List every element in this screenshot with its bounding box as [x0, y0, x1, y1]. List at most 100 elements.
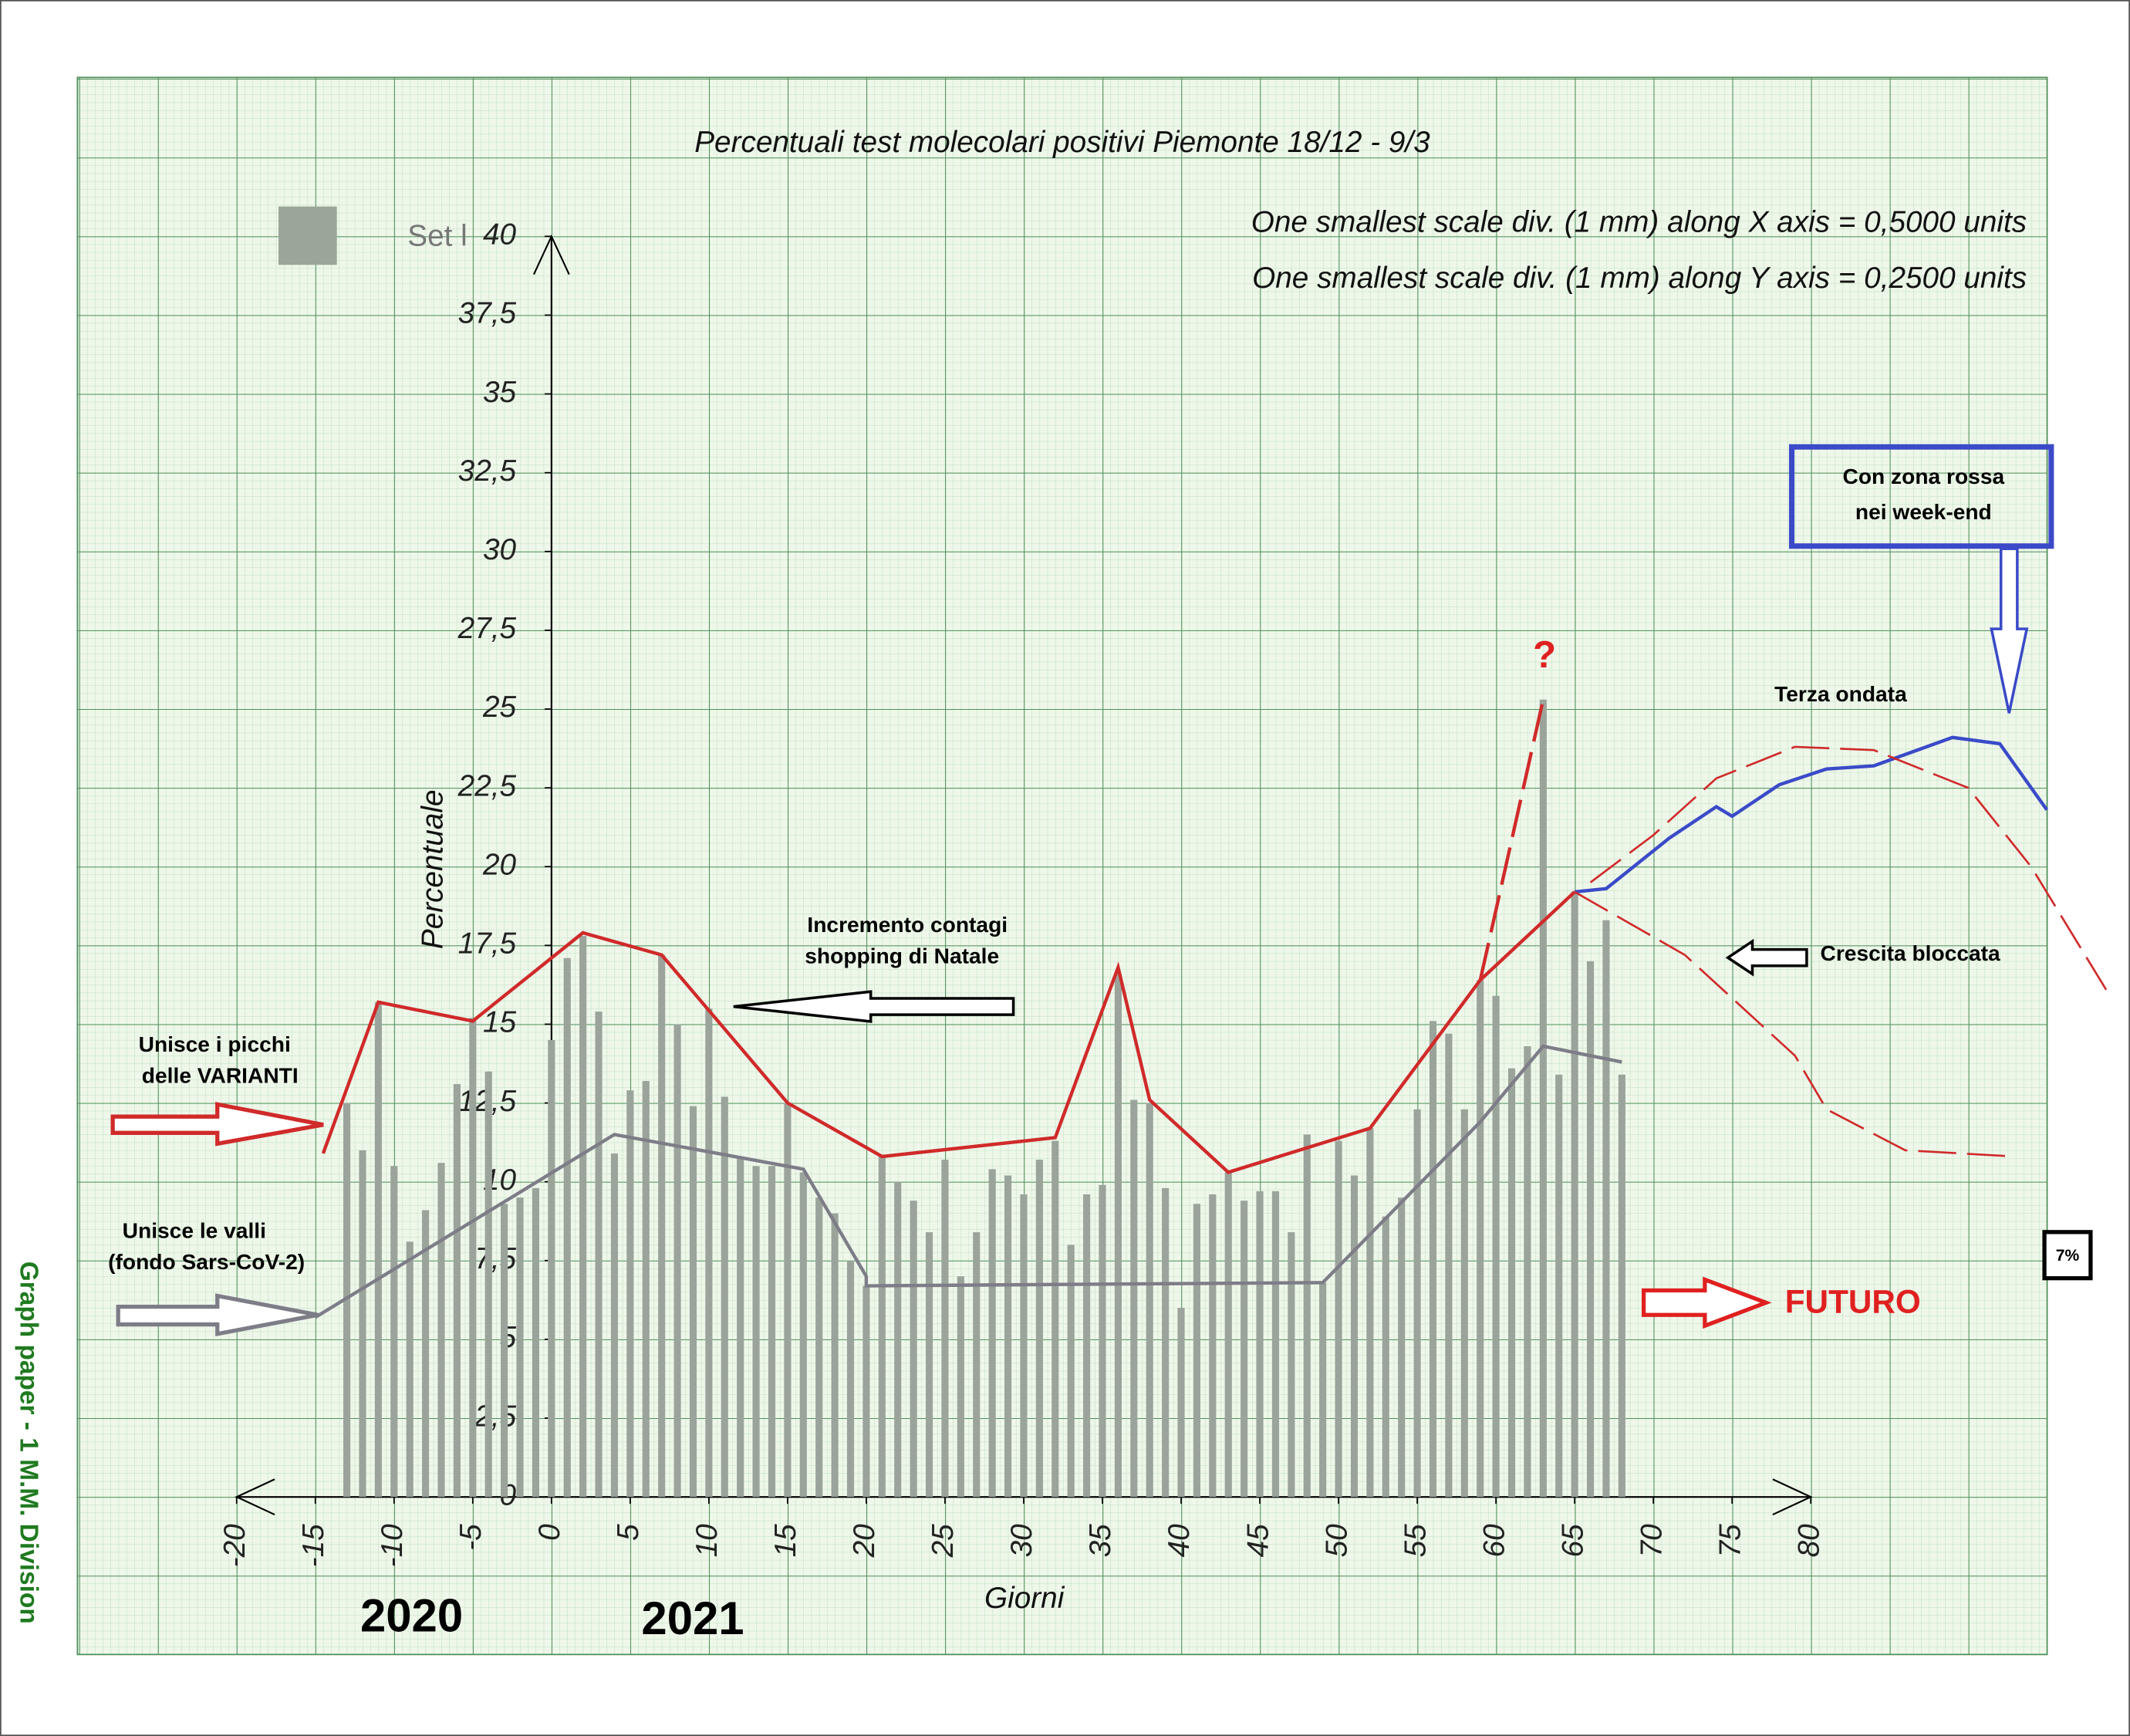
bar — [1224, 1172, 1232, 1498]
annotation: delle VARIANTI — [142, 1063, 299, 1088]
x-tick-label: 60 — [1477, 1524, 1511, 1558]
badge — [2042, 1230, 2093, 1281]
bar — [1524, 1046, 1531, 1498]
bar — [1460, 1109, 1468, 1498]
legend-stub: Set l — [407, 219, 467, 252]
bar — [1413, 1109, 1421, 1498]
x-tick-label: 10 — [690, 1524, 724, 1558]
bar — [894, 1181, 902, 1498]
bar — [1398, 1197, 1406, 1498]
bar — [973, 1232, 981, 1498]
year-label: 2020 — [360, 1589, 463, 1641]
annotation: Incremento contagi — [807, 912, 1008, 937]
x-tick-label: 80 — [1792, 1524, 1825, 1558]
bar — [437, 1163, 445, 1498]
bar — [1477, 980, 1484, 1498]
annotation: ? — [1533, 633, 1556, 676]
bar — [1319, 1282, 1327, 1498]
bar — [705, 1008, 713, 1498]
x-tick-label: -15 — [297, 1524, 330, 1567]
x-tick-label: 5 — [612, 1524, 645, 1541]
annotation: shopping di Natale — [805, 944, 999, 968]
arrow — [1990, 547, 2029, 714]
bar — [1288, 1232, 1295, 1498]
footer: Graph paper - 1 M.M. Division — [14, 1261, 42, 1624]
line — [1574, 890, 2016, 1158]
bar — [799, 1172, 807, 1498]
bar — [1492, 995, 1500, 1498]
bar — [1035, 1160, 1043, 1498]
bar — [563, 958, 571, 1498]
badge-label: 7% — [2056, 1247, 2080, 1265]
bar — [484, 1071, 492, 1498]
bar — [390, 1166, 398, 1498]
bar — [957, 1276, 964, 1498]
bar — [1618, 1074, 1625, 1498]
bar — [1256, 1191, 1264, 1498]
arrow — [1725, 938, 1808, 977]
x-tick-label: -20 — [218, 1524, 251, 1567]
bar — [1241, 1201, 1248, 1498]
bar — [595, 1012, 603, 1498]
bar — [846, 1260, 855, 1498]
bar — [1366, 1128, 1374, 1498]
bar — [359, 1150, 366, 1498]
bar — [1083, 1194, 1091, 1498]
bar — [673, 1024, 681, 1498]
y-tick-label: 20 — [482, 848, 517, 881]
x-axis-label: Giorni — [984, 1582, 1065, 1615]
y-tick-label: 17,5 — [458, 927, 517, 961]
line — [1574, 735, 2049, 894]
bar — [1193, 1204, 1200, 1498]
bar — [910, 1201, 917, 1498]
bar — [988, 1169, 996, 1498]
bar — [1067, 1245, 1075, 1498]
year-label: 2021 — [641, 1592, 744, 1644]
y-tick-label: 2,5 — [474, 1400, 516, 1433]
bar — [941, 1160, 949, 1498]
line — [321, 890, 1576, 1174]
x-tick-label: 35 — [1084, 1524, 1117, 1558]
x-tick-label: 30 — [1005, 1524, 1038, 1558]
bar — [610, 1153, 619, 1498]
bar — [1303, 1134, 1311, 1498]
bar — [453, 1084, 461, 1498]
bar — [658, 954, 666, 1498]
x-tick-label: -10 — [376, 1524, 409, 1567]
bar — [1099, 1184, 1106, 1498]
y-tick-label: 30 — [483, 533, 517, 566]
bar — [1586, 961, 1595, 1498]
bar — [579, 936, 587, 1498]
annotation: Crescita bloccata — [1821, 941, 2001, 965]
bar — [1004, 1175, 1012, 1498]
bar — [1209, 1194, 1217, 1498]
bar — [1130, 1099, 1138, 1498]
annotation: Unisce le valli — [123, 1218, 266, 1242]
x-tick-label: 0 — [533, 1524, 566, 1541]
x-tick-label: 45 — [1241, 1524, 1274, 1558]
line — [1589, 745, 2111, 997]
bar — [1429, 1021, 1437, 1498]
bar — [1539, 699, 1547, 1498]
x-tick-label: 75 — [1713, 1524, 1747, 1558]
y-axis-label: Percentuale — [417, 789, 450, 949]
y-tick-label: 15 — [483, 1006, 517, 1039]
x-tick-label: 20 — [848, 1524, 881, 1559]
bar — [1555, 1074, 1563, 1498]
bar — [689, 1106, 697, 1498]
x-tick-label: 15 — [769, 1524, 802, 1558]
bar — [721, 1096, 728, 1498]
y-tick-label: 22,5 — [457, 769, 517, 802]
annotation: (fondo Sars-CoV-2) — [108, 1249, 305, 1274]
x-tick-label: 50 — [1320, 1524, 1353, 1558]
plot: 02,557,51012,51517,52022,52527,53032,535… — [218, 218, 2111, 1567]
arrow — [110, 1102, 324, 1147]
annotation: Con zona rossa — [1843, 464, 2005, 488]
x-tick-label: -5 — [454, 1524, 488, 1551]
bar — [1350, 1175, 1359, 1498]
bar — [516, 1197, 524, 1498]
annotation: FUTURO — [1785, 1283, 1921, 1319]
x-tick-label: 25 — [927, 1524, 960, 1559]
bar — [925, 1232, 933, 1498]
